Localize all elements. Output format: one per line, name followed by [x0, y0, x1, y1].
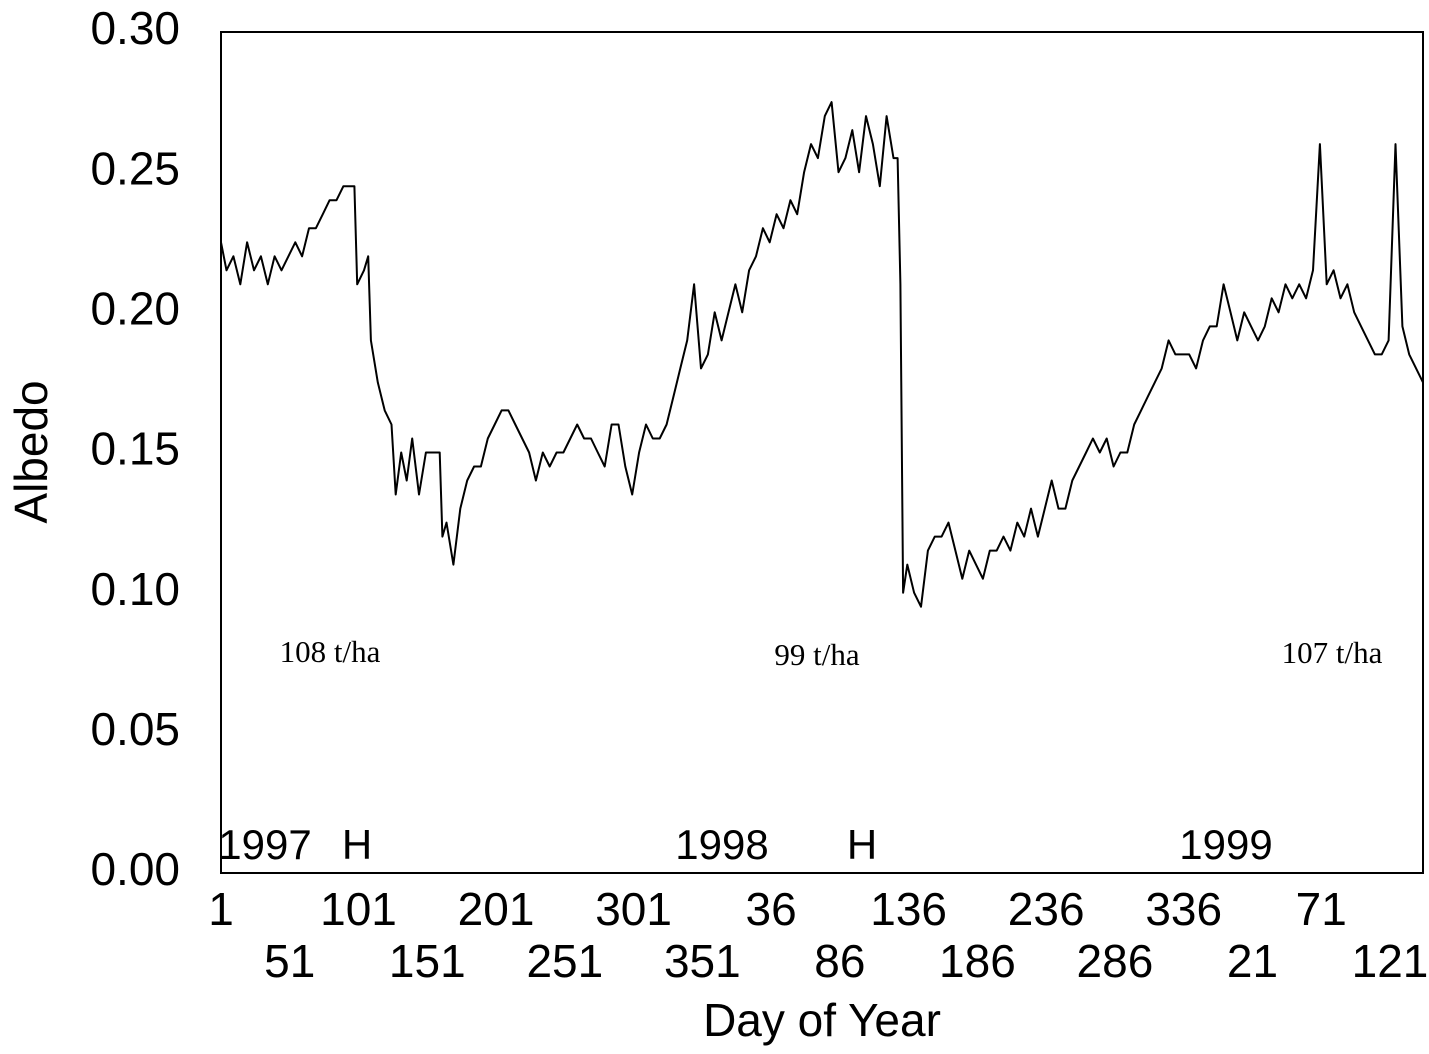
x-tick-label: 71 [1296, 883, 1347, 935]
x-tick-label: 301 [595, 883, 672, 935]
x-tick-label: 186 [939, 935, 1016, 987]
y-tick-label: 0.00 [90, 843, 180, 895]
y-tick-label: 0.25 [90, 142, 180, 194]
x-tick-label: 86 [814, 935, 865, 987]
y-tick-label: 0.10 [90, 563, 180, 615]
y-axis-label: Albedo [5, 380, 57, 523]
annotation: 107 t/ha [1282, 635, 1383, 670]
annotation: H [847, 821, 877, 868]
x-tick-label: 251 [526, 935, 603, 987]
y-tick-label: 0.15 [90, 423, 180, 475]
y-tick-label: 0.05 [90, 703, 180, 755]
x-tick-label: 121 [1352, 935, 1429, 987]
annotation: 1998 [675, 821, 768, 868]
x-tick-label: 1 [208, 883, 234, 935]
x-tick-label: 336 [1145, 883, 1222, 935]
x-tick-label: 36 [746, 883, 797, 935]
y-tick-label: 0.30 [90, 2, 180, 54]
annotation: H [342, 821, 372, 868]
x-axis-label: Day of Year [703, 994, 941, 1046]
annotation: 108 t/ha [280, 634, 381, 669]
x-tick-label: 201 [458, 883, 535, 935]
albedo-line [220, 101, 1424, 608]
x-tick-label: 101 [320, 883, 397, 935]
x-tick-label: 351 [664, 935, 741, 987]
annotation: 1999 [1179, 821, 1272, 868]
x-tick-label: 236 [1008, 883, 1085, 935]
plot-frame [220, 31, 1424, 874]
annotation: 1997 [218, 821, 311, 868]
x-tick-label: 51 [264, 935, 315, 987]
x-tick-label: 286 [1077, 935, 1154, 987]
x-tick-label: 151 [389, 935, 466, 987]
annotation: 99 t/ha [774, 637, 859, 672]
x-tick-label: 21 [1227, 935, 1278, 987]
y-tick-label: 0.20 [90, 282, 180, 334]
x-tick-label: 136 [870, 883, 947, 935]
